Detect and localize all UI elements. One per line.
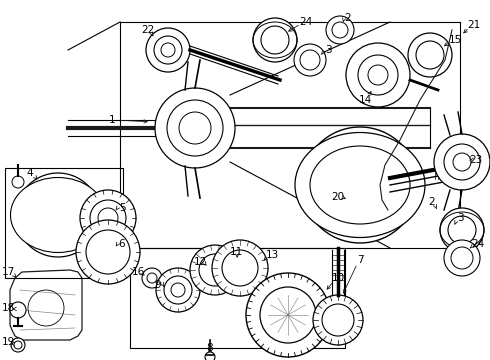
Circle shape	[302, 127, 418, 243]
Circle shape	[156, 268, 200, 312]
Circle shape	[346, 43, 410, 107]
Text: 3: 3	[457, 213, 464, 223]
Circle shape	[190, 245, 240, 295]
Ellipse shape	[295, 132, 425, 238]
Circle shape	[294, 44, 326, 76]
Text: 14: 14	[358, 95, 371, 105]
Text: 1: 1	[109, 115, 115, 125]
Circle shape	[253, 18, 297, 62]
Text: 17: 17	[1, 267, 15, 277]
Text: 16: 16	[131, 267, 145, 277]
Text: 10: 10	[331, 273, 344, 283]
Circle shape	[444, 240, 480, 276]
Text: 24: 24	[471, 239, 485, 249]
Text: 13: 13	[266, 250, 279, 260]
Text: 2: 2	[429, 197, 435, 207]
Text: 21: 21	[467, 20, 481, 30]
Text: 8: 8	[207, 343, 213, 353]
Circle shape	[246, 273, 330, 357]
Circle shape	[76, 220, 140, 284]
Circle shape	[326, 16, 354, 44]
Circle shape	[10, 302, 26, 318]
Circle shape	[212, 240, 268, 296]
Text: 9: 9	[155, 280, 161, 290]
Ellipse shape	[10, 177, 105, 252]
Text: 18: 18	[1, 303, 15, 313]
Circle shape	[440, 208, 484, 252]
Text: 11: 11	[229, 247, 243, 257]
Circle shape	[205, 352, 215, 360]
Circle shape	[16, 173, 100, 257]
Circle shape	[11, 338, 25, 352]
Text: 22: 22	[142, 25, 155, 35]
Circle shape	[382, 204, 394, 216]
Text: 2: 2	[344, 13, 351, 23]
Text: 15: 15	[448, 35, 462, 45]
Text: 7: 7	[357, 255, 363, 265]
Text: 23: 23	[469, 155, 483, 165]
Circle shape	[142, 268, 162, 288]
Text: 20: 20	[331, 192, 344, 202]
Circle shape	[155, 88, 235, 168]
Text: 19: 19	[1, 337, 15, 347]
Circle shape	[434, 134, 490, 190]
Circle shape	[350, 192, 366, 208]
Circle shape	[12, 176, 24, 188]
Text: 3: 3	[325, 45, 331, 55]
Bar	[5, 168, 123, 278]
Text: 5: 5	[119, 203, 125, 213]
Text: 4: 4	[26, 168, 33, 178]
Text: 6: 6	[119, 239, 125, 249]
Bar	[130, 248, 345, 348]
Circle shape	[408, 33, 452, 77]
Circle shape	[313, 295, 363, 345]
Circle shape	[80, 190, 136, 246]
Circle shape	[146, 28, 190, 72]
Text: 12: 12	[194, 257, 207, 267]
Text: 24: 24	[299, 17, 313, 27]
